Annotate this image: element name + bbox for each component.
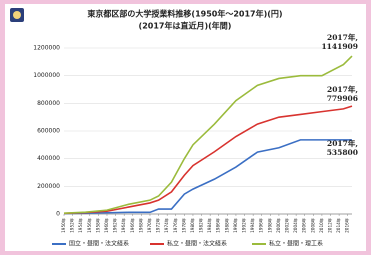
annotation: 1141909	[321, 42, 358, 51]
legend-label: 私立・昼間・理工系	[269, 240, 323, 248]
chart: 東京都区部の大学授業料推移(1950年～2017年)(円) (2017年は直近月…	[0, 0, 371, 255]
y-tick-label: 1200000	[33, 45, 60, 52]
x-tick-label: 2010年	[318, 218, 325, 233]
legend-label: 私立・昼間・法文経系	[167, 240, 227, 248]
x-tick-label: 1980年	[189, 218, 196, 233]
y-tick-label: 200000	[37, 183, 60, 190]
x-tick-label: 1968年	[137, 218, 144, 233]
x-tick-label: 1982年	[198, 218, 205, 233]
x-tick-label: 1998年	[266, 218, 273, 233]
x-tick-label: 1958年	[94, 218, 101, 233]
x-tick-label: 2012年	[327, 218, 334, 233]
x-tick-label: 1976年	[172, 218, 179, 233]
chart-subtitle: (2017年は直近月)(年間)	[139, 21, 232, 31]
annotation: 535800	[327, 148, 358, 157]
x-tick-label: 1988年	[223, 218, 230, 233]
annotation: 2017年,	[327, 84, 358, 94]
x-tick-label: 1966年	[129, 218, 136, 233]
x-tick-label: 1964年	[120, 218, 127, 233]
x-tick-label: 2004年	[292, 218, 299, 233]
x-tick-label: 2016年	[344, 218, 351, 233]
x-tick-label: 2006年	[301, 218, 308, 233]
y-tick-label: 1000000	[33, 72, 60, 79]
x-tick-label: 1970年	[146, 218, 153, 233]
x-tick-label: 1960年	[103, 218, 110, 233]
x-tick-label: 1962年	[112, 218, 119, 233]
x-tick-label: 1954年	[77, 218, 84, 233]
y-tick-label: 600000	[37, 128, 60, 135]
y-tick-label: 800000	[37, 100, 60, 107]
x-tick-label: 1972年	[155, 218, 162, 233]
x-tick-label: 1950年	[60, 218, 67, 233]
annotation: 2017年,	[327, 138, 358, 148]
x-tick-label: 1952年	[69, 218, 76, 233]
x-tick-label: 1978年	[180, 218, 187, 233]
logo	[10, 8, 24, 22]
y-tick-label: 0	[56, 211, 60, 218]
x-tick-label: 1996年	[258, 218, 265, 233]
annotation: 779906	[327, 94, 358, 103]
x-tick-label: 1984年	[206, 218, 213, 233]
x-tick-label: 1992年	[241, 218, 248, 233]
annotation: 2017年,	[327, 32, 358, 42]
x-tick-label: 2000年	[275, 218, 282, 233]
x-tick-label: 1956年	[86, 218, 93, 233]
x-tick-label: 2014年	[335, 218, 342, 233]
x-tick-label: 1994年	[249, 218, 256, 233]
x-tick-label: 2002年	[284, 218, 291, 233]
y-tick-label: 400000	[37, 155, 60, 162]
x-tick-label: 1986年	[215, 218, 222, 233]
x-tick-label: 1990年	[232, 218, 239, 233]
chart-title: 東京都区部の大学授業料推移(1950年～2017年)(円)	[87, 9, 282, 19]
x-tick-label: 1974年	[163, 218, 170, 233]
legend-label: 国立・昼間・法文経系	[69, 240, 129, 248]
x-tick-label: 2008年	[309, 218, 316, 233]
